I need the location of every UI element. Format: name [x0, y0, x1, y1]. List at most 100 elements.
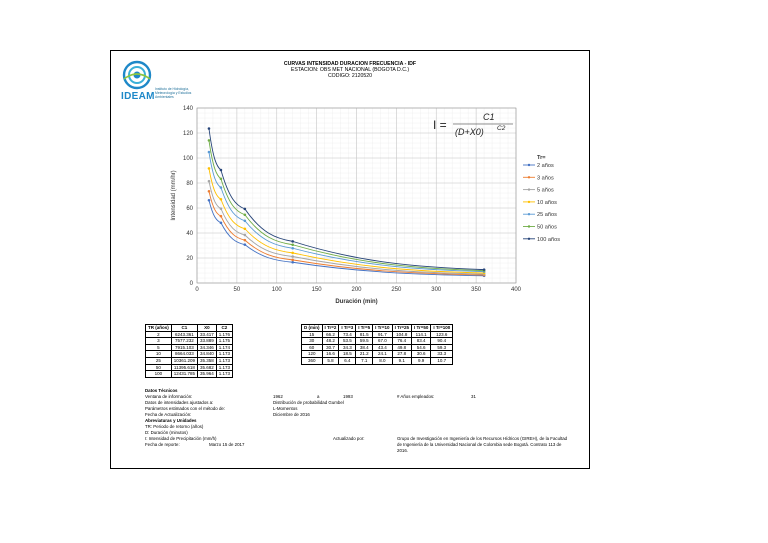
intensity-cell: 18.5	[338, 350, 357, 358]
intensity-cell: 104.8	[391, 330, 412, 339]
x-tick-label: 150	[312, 287, 323, 293]
formula-denominator: (D+X0)	[455, 127, 484, 137]
legend-label: 100 años	[537, 237, 560, 243]
x-tick-label: 200	[351, 287, 362, 293]
params-cell: 1.176	[215, 330, 234, 339]
intensity-cell: 60	[301, 343, 323, 352]
intensity-cell: 15	[301, 330, 323, 339]
params-cell: 7915.103	[170, 343, 199, 352]
series-point	[219, 186, 223, 189]
x-tick-label: 250	[391, 287, 402, 293]
intensity-cell: 8.0	[372, 356, 393, 365]
intensity-row: 30 48.2 53.5 59.5 67.0 76.4 83.4 90.4	[301, 337, 454, 345]
update-label: Fecha de Actualización:	[145, 412, 192, 417]
window-sep: a	[317, 394, 320, 399]
legend-marker	[527, 176, 531, 179]
params-row: 3 7577.232 33.889 1.175	[145, 337, 234, 345]
params-row: 2 6243.361 33.417 1.176	[145, 330, 234, 339]
tech-data-title: Datos Técnicos	[145, 388, 178, 393]
legend-label: 5 años	[537, 188, 554, 194]
series-line	[208, 168, 485, 274]
series-point	[207, 189, 211, 193]
params-cell: 50	[145, 363, 172, 372]
series-point	[207, 167, 211, 170]
params-row: 10 8664.033 34.840 1.173	[145, 350, 234, 358]
intensity-cell: 9.9	[410, 356, 432, 365]
params-cell: 2	[145, 330, 172, 339]
report-sheet: IDEAM Instituto de Hidrología, Meteorolo…	[110, 50, 590, 469]
series-point	[243, 219, 247, 223]
adjusted-value: Distribución de probabilidad Gumbel	[273, 400, 344, 405]
series-point	[291, 240, 294, 243]
report-value: Marzo 15 de 2017	[209, 442, 245, 447]
series-point	[207, 139, 211, 142]
series-point	[219, 197, 223, 201]
intensity-row: 120 16.6 18.5 21.2 24.1 27.8 30.6 33.3	[301, 350, 454, 358]
legend-marker	[527, 200, 531, 204]
legend-label: 2 años	[537, 163, 554, 169]
x-tick-label: 0	[195, 287, 199, 293]
series-line	[208, 181, 485, 275]
x-axis-label: Duración (min)	[335, 299, 377, 305]
params-method-label: Parámetros estimados con el método de:	[145, 406, 226, 411]
intensity-cell: 66.2	[321, 330, 340, 339]
series-point	[243, 207, 247, 211]
params-cell: 11395.618	[170, 363, 199, 372]
ideam-logo-icon	[122, 60, 152, 90]
updated-by-line1: Grupo de Investigación en Ingeniería de …	[397, 436, 568, 441]
series-point	[219, 221, 223, 225]
params-header-2: X0	[197, 324, 217, 332]
params-cell: 33.417	[197, 330, 217, 339]
series-point	[219, 207, 223, 210]
series-point	[291, 246, 294, 250]
intensity-cell: 38.4	[355, 343, 374, 352]
intensity-table: D (min) I Tr=2 I Tr=3 I Tr=5 I Tr=10 I Tr=25 I…	[301, 324, 454, 365]
intensity-cell: 90.4	[430, 337, 454, 345]
intensity-cell: 123.6	[430, 330, 454, 339]
years-label: # Años empleados:	[397, 394, 435, 399]
series-point	[243, 227, 247, 231]
params-cell: 10361.209	[170, 356, 199, 365]
intensity-row: 360 5.8 6.4 7.1 8.0 9.1 9.9 10.7	[301, 356, 454, 365]
params-cell: 35.682	[197, 363, 217, 372]
intensity-header-4: I Tr=10	[372, 324, 393, 332]
abbr-tr: TR: Periodo de retorno (años)	[145, 424, 204, 429]
updated-by-line3: 2016.	[397, 448, 408, 453]
legend-label: 25 años	[537, 212, 557, 218]
series-point	[243, 238, 247, 242]
params-cell: 3	[145, 337, 172, 345]
intensity-cell: 9.1	[391, 356, 412, 365]
params-header-3: C2	[215, 324, 234, 332]
params-cell: 1.173	[215, 356, 234, 365]
series-point	[291, 243, 294, 247]
params-cell: 100	[145, 370, 172, 378]
series-line	[208, 200, 485, 277]
series-point	[207, 179, 211, 183]
params-cell: 33.889	[197, 337, 217, 345]
intensity-cell: 120	[301, 350, 323, 358]
params-cell: 1.174	[215, 343, 234, 352]
intensity-cell: 81.5	[355, 330, 374, 339]
series-line	[208, 151, 485, 273]
update-value: Diciembre de 2016	[273, 412, 310, 417]
legend-title: Tr=	[537, 155, 546, 161]
params-cell: 8664.033	[170, 350, 199, 358]
station-code: CODIGO: 2120520	[327, 73, 373, 79]
y-tick-label: 140	[183, 106, 194, 112]
intensity-cell: 360	[301, 356, 323, 365]
intensity-header-5: I Tr=25	[391, 324, 412, 332]
params-cell: 6243.361	[170, 330, 199, 339]
series-point	[291, 258, 294, 262]
logo-name: IDEAM	[121, 91, 155, 102]
intensity-cell: 30.7	[321, 343, 340, 352]
series-line	[208, 128, 485, 271]
legend-marker	[527, 225, 531, 228]
formula-exponent: C2	[497, 125, 506, 132]
intensity-cell: 6.4	[338, 356, 357, 365]
intensity-cell: 91.7	[372, 330, 393, 339]
intensity-cell: 30.6	[410, 350, 432, 358]
legend-marker	[527, 213, 531, 216]
intensity-cell: 76.4	[391, 337, 412, 345]
intensity-cell: 83.4	[410, 337, 432, 345]
window-start: 1962	[273, 394, 283, 399]
